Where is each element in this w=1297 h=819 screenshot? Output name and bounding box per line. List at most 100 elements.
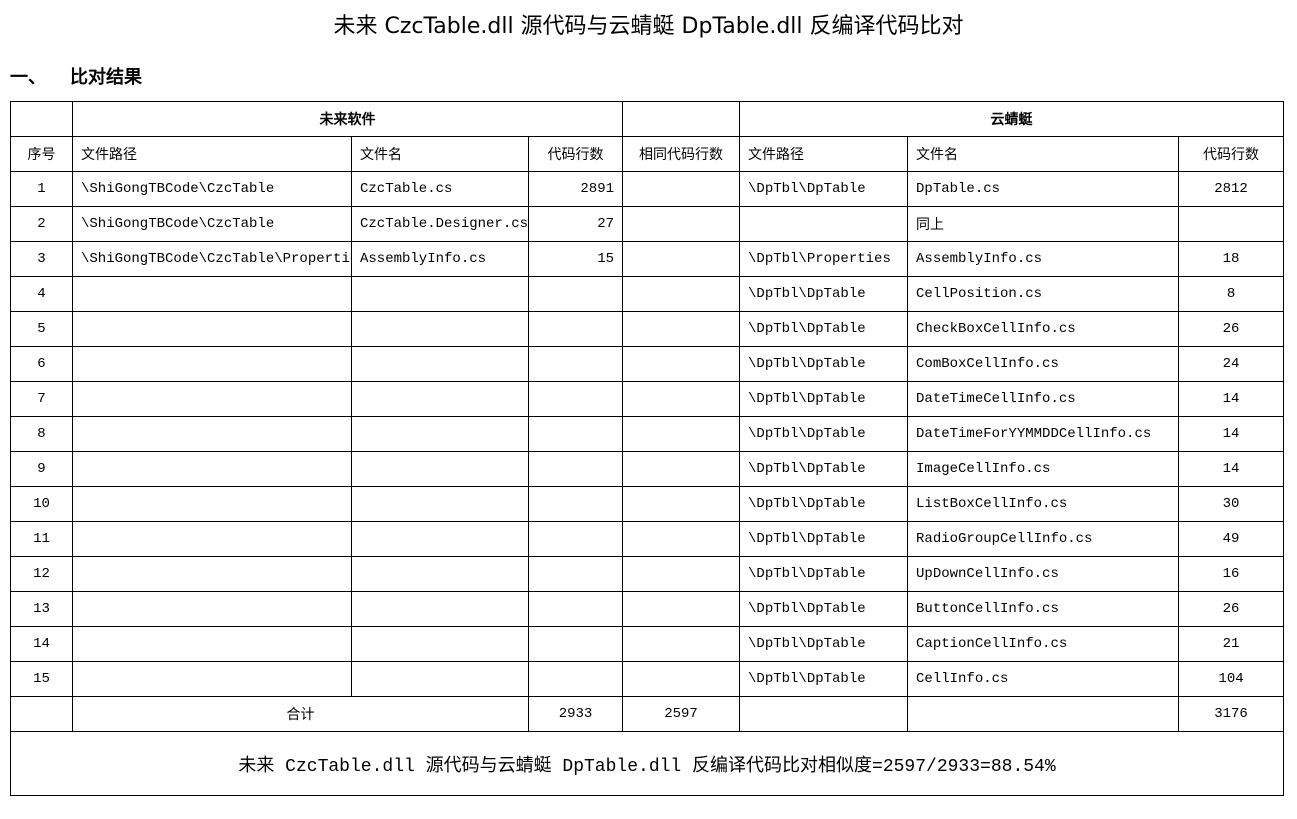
file-name: CheckBoxCellInfo.cs — [907, 311, 1180, 347]
file-name — [351, 556, 529, 592]
empty-cell — [907, 696, 1180, 732]
line-count — [527, 416, 624, 452]
table-row: 3 \ShiGongTBCode\CzcTable\Properties Assem… — [10, 241, 1285, 277]
file-name — [351, 451, 529, 487]
line-count — [527, 346, 624, 382]
file-path — [72, 521, 352, 557]
file-path: \ShiGongTBCode\CzcTable — [72, 206, 352, 242]
file-name: ComBoxCellInfo.cs — [907, 346, 1180, 382]
row-number: 5 — [10, 311, 73, 347]
file-path: \DpTbl\DpTable — [739, 171, 909, 207]
file-path: \DpTbl\DpTable — [739, 416, 909, 452]
file-name — [351, 591, 529, 627]
line-count: 14 — [1178, 451, 1285, 487]
file-path — [72, 626, 352, 662]
line-count — [527, 521, 624, 557]
line-count: 2891 — [527, 171, 624, 207]
column-header: 代码行数 — [527, 136, 624, 172]
table-row: 2 \ShiGongTBCode\CzcTable CzcTable.Designe… — [10, 206, 1285, 242]
table-row: 6 \DpTbl\DpTable ComBoxCellInfo.cs 24 — [10, 346, 1285, 382]
column-header: 文件名 — [351, 136, 529, 172]
section-heading: 一、 比对结果 — [10, 63, 142, 89]
file-name: AssemblyInfo.cs — [907, 241, 1180, 277]
file-name: CzcTable.cs — [351, 171, 529, 207]
file-path: \DpTbl\DpTable — [739, 451, 909, 487]
same-lines — [622, 451, 741, 487]
file-path — [72, 416, 352, 452]
same-lines — [622, 591, 741, 627]
file-path: \DpTbl\DpTable — [739, 661, 909, 697]
file-path — [72, 661, 352, 697]
file-path: \DpTbl\DpTable — [739, 276, 909, 312]
same-lines — [622, 346, 741, 382]
same-lines — [622, 311, 741, 347]
file-path: \DpTbl\DpTable — [739, 311, 909, 347]
file-name — [351, 276, 529, 312]
file-name — [351, 626, 529, 662]
file-path: \DpTbl\DpTable — [739, 626, 909, 662]
file-name — [351, 311, 529, 347]
file-path — [72, 276, 352, 312]
file-path: \DpTbl\DpTable — [739, 591, 909, 627]
column-header: 文件路径 — [72, 136, 352, 172]
file-name: ListBoxCellInfo.cs — [907, 486, 1180, 522]
line-count: 49 — [1178, 521, 1285, 557]
same-lines — [622, 206, 741, 242]
line-count — [527, 661, 624, 697]
total-right: 3176 — [1178, 696, 1285, 732]
row-number: 14 — [10, 626, 73, 662]
file-path: \DpTbl\DpTable — [739, 556, 909, 592]
file-name — [351, 486, 529, 522]
file-path — [739, 206, 909, 242]
line-count: 8 — [1178, 276, 1285, 312]
file-name: CellInfo.cs — [907, 661, 1180, 697]
line-count: 15 — [527, 241, 624, 277]
group-header: 未来软件 — [71, 101, 624, 137]
column-header: 文件名 — [907, 136, 1180, 172]
file-name: AssemblyInfo.cs — [351, 241, 529, 277]
same-lines — [622, 626, 741, 662]
total-left: 2933 — [527, 696, 624, 732]
table-row: 13 \DpTbl\DpTable ButtonCellInfo.cs 26 — [10, 591, 1285, 627]
file-name: RadioGroupCellInfo.cs — [907, 521, 1180, 557]
file-path: \DpTbl\Properties — [739, 241, 909, 277]
same-lines — [622, 276, 741, 312]
table-row: 15 \DpTbl\DpTable CellInfo.cs 104 — [10, 661, 1285, 697]
table-row: 7 \DpTbl\DpTable DateTimeCellInfo.cs 14 — [10, 381, 1285, 417]
table-row: 1 \ShiGongTBCode\CzcTable CzcTable.cs 2891 \… — [10, 171, 1285, 207]
row-number: 8 — [10, 416, 73, 452]
line-count — [527, 276, 624, 312]
file-path — [72, 381, 352, 417]
file-name — [351, 416, 529, 452]
file-name: ImageCellInfo.cs — [907, 451, 1180, 487]
file-name: DateTimeForYYMMDDCellInfo.cs — [907, 416, 1180, 452]
file-name: UpDownCellInfo.cs — [907, 556, 1180, 592]
line-count: 14 — [1178, 416, 1285, 452]
total-label: 合计 — [72, 696, 529, 732]
file-path: \DpTbl\DpTable — [739, 346, 909, 382]
total-same: 2597 — [622, 696, 741, 732]
file-name: DateTimeCellInfo.cs — [907, 381, 1180, 417]
row-number: 3 — [10, 241, 73, 277]
line-count: 30 — [1178, 486, 1285, 522]
same-lines — [622, 241, 741, 277]
file-name: CaptionCellInfo.cs — [907, 626, 1180, 662]
file-name: DpTable.cs — [907, 171, 1180, 207]
table-row: 14 \DpTbl\DpTable CaptionCellInfo.cs 21 — [10, 626, 1285, 662]
table-row: 5 \DpTbl\DpTable CheckBoxCellInfo.cs 26 — [10, 311, 1285, 347]
file-path — [72, 346, 352, 382]
same-lines — [622, 661, 741, 697]
table-row: 12 \DpTbl\DpTable UpDownCellInfo.cs 16 — [10, 556, 1285, 592]
conclusion: 未来 CzcTable.dll 源代码与云蜻蜓 DpTable.dll 反编译代… — [9, 731, 1285, 796]
table-row: 4 \DpTbl\DpTable CellPosition.cs 8 — [10, 276, 1285, 312]
file-path: \DpTbl\DpTable — [739, 521, 909, 557]
row-number: 4 — [10, 276, 73, 312]
row-number: 15 — [10, 661, 73, 697]
file-path — [72, 311, 352, 347]
row-number: 7 — [10, 381, 73, 417]
line-count: 26 — [1178, 591, 1285, 627]
line-count — [527, 311, 624, 347]
file-path: \DpTbl\DpTable — [739, 486, 909, 522]
empty-cell — [739, 696, 909, 732]
file-path — [72, 556, 352, 592]
